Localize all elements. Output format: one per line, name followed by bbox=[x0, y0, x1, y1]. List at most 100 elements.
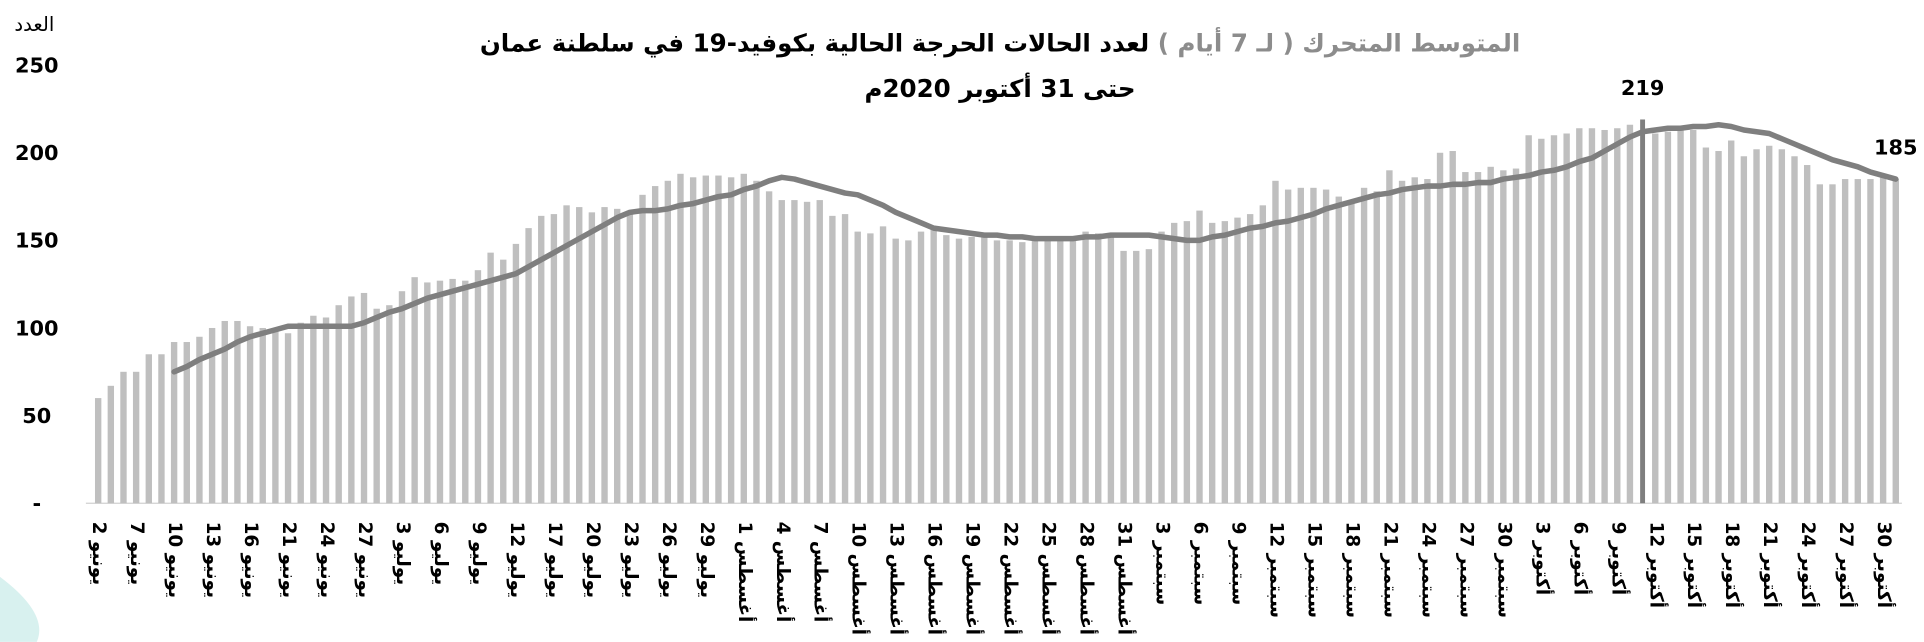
bar bbox=[791, 200, 798, 504]
bar bbox=[689, 177, 697, 504]
bar bbox=[601, 207, 608, 504]
bar bbox=[462, 280, 469, 504]
y-tick-label: - bbox=[32, 492, 41, 516]
bar bbox=[436, 280, 444, 504]
bar bbox=[930, 226, 937, 504]
bar bbox=[867, 233, 874, 504]
corner-decoration bbox=[0, 576, 40, 642]
bar bbox=[1512, 168, 1520, 504]
bar bbox=[1398, 180, 1406, 504]
bar bbox=[1588, 128, 1596, 504]
bar bbox=[1310, 187, 1317, 504]
bar bbox=[1297, 187, 1304, 504]
bar bbox=[727, 177, 735, 504]
x-tick-label: 7 يونيو bbox=[126, 522, 147, 586]
bar bbox=[1601, 129, 1608, 504]
bar bbox=[715, 175, 722, 504]
x-tick-label: 3 يوليو bbox=[392, 522, 413, 586]
bar bbox=[158, 354, 165, 504]
x-tick-label: 3 سبتمبر bbox=[1152, 522, 1173, 606]
bar bbox=[1640, 119, 1646, 504]
bar bbox=[1259, 205, 1267, 504]
x-tick-label: 12 سبتمبر bbox=[1265, 522, 1286, 618]
bar bbox=[1702, 147, 1710, 504]
bar bbox=[221, 320, 228, 504]
bar bbox=[1057, 236, 1064, 504]
y-tick-label: 50 bbox=[22, 404, 51, 428]
x-tick-label: 12 أكتوبر bbox=[1645, 522, 1668, 608]
x-tick-label: 25 أغسطس bbox=[1038, 522, 1061, 636]
bar bbox=[1652, 133, 1659, 504]
bar bbox=[107, 385, 115, 504]
bar bbox=[512, 243, 520, 504]
x-tick-label: 27 يونيو bbox=[354, 522, 375, 598]
x-tick-label: 28 أغسطس bbox=[1076, 522, 1099, 636]
bar bbox=[1677, 129, 1684, 504]
bar bbox=[740, 173, 747, 504]
x-tick-label: 6 أكتوبر bbox=[1569, 522, 1592, 596]
x-tick-label: 30 أكتوبر bbox=[1873, 522, 1896, 608]
bar bbox=[132, 371, 140, 504]
bar bbox=[259, 327, 266, 504]
x-tick-label: 1 أغسطس bbox=[734, 522, 757, 623]
bar bbox=[1424, 179, 1431, 504]
bar bbox=[1765, 145, 1773, 504]
bar bbox=[246, 326, 254, 504]
bar bbox=[1348, 201, 1355, 504]
x-tick-label: 15 سبتمبر bbox=[1303, 522, 1324, 618]
bar bbox=[1841, 179, 1849, 504]
x-tick-label: 17 يوليو bbox=[544, 522, 565, 598]
bar bbox=[1778, 149, 1786, 504]
bar bbox=[196, 336, 203, 504]
bar bbox=[1740, 156, 1748, 504]
x-tick-label: 13 يونيو bbox=[202, 522, 223, 598]
x-tick-label: 23 يوليو bbox=[620, 522, 641, 598]
bar bbox=[1183, 221, 1191, 504]
x-tick-label: 27 سبتمبر bbox=[1455, 522, 1476, 618]
x-tick-label: 18 سبتمبر bbox=[1341, 522, 1362, 618]
bar bbox=[449, 278, 456, 504]
bar bbox=[1816, 184, 1824, 504]
x-tick-label: 3 أكتوبر bbox=[1531, 522, 1554, 596]
bar bbox=[297, 322, 304, 504]
bar bbox=[525, 228, 532, 504]
title-main: لعدد الحالات الحرجة الحالية بكوفيد-19 في… bbox=[480, 29, 1149, 58]
bar bbox=[1234, 217, 1241, 504]
bar bbox=[1322, 189, 1330, 504]
x-tick-label: 16 يونيو bbox=[240, 522, 261, 598]
bar bbox=[639, 194, 646, 504]
y-axis-label: العدد bbox=[14, 13, 54, 36]
bar bbox=[576, 207, 583, 504]
x-tick-label: 9 سبتمبر bbox=[1227, 522, 1248, 606]
bar bbox=[664, 180, 672, 504]
bar bbox=[651, 186, 659, 504]
bar bbox=[398, 291, 406, 504]
bar bbox=[1196, 210, 1203, 504]
bar bbox=[943, 235, 950, 504]
bar bbox=[993, 240, 1001, 504]
bar bbox=[310, 315, 317, 504]
bar bbox=[335, 305, 342, 504]
data-label: 219 bbox=[1621, 76, 1665, 100]
bar bbox=[474, 270, 482, 504]
bar bbox=[892, 238, 899, 504]
x-tick-label: 29 يوليو bbox=[696, 522, 717, 598]
x-tick-label: 16 أغسطس bbox=[924, 522, 947, 636]
bar bbox=[1107, 236, 1115, 504]
x-tick-label: 12 يوليو bbox=[506, 522, 527, 598]
bar bbox=[816, 200, 823, 504]
bar bbox=[1095, 233, 1102, 504]
x-tick-label: 13 أغسطس bbox=[886, 522, 909, 636]
bar bbox=[1335, 196, 1342, 504]
bar bbox=[208, 327, 216, 504]
x-tick-label: 21 أكتوبر bbox=[1759, 522, 1782, 608]
bar bbox=[538, 215, 545, 504]
x-tick-label: 15 أكتوبر bbox=[1683, 522, 1706, 608]
x-tick-label: 22 أغسطس bbox=[1000, 522, 1023, 636]
x-tick-label: 26 يوليو bbox=[658, 522, 679, 598]
bar bbox=[917, 231, 925, 504]
bar bbox=[1208, 222, 1216, 504]
bar bbox=[183, 342, 190, 504]
bar bbox=[1272, 180, 1279, 504]
